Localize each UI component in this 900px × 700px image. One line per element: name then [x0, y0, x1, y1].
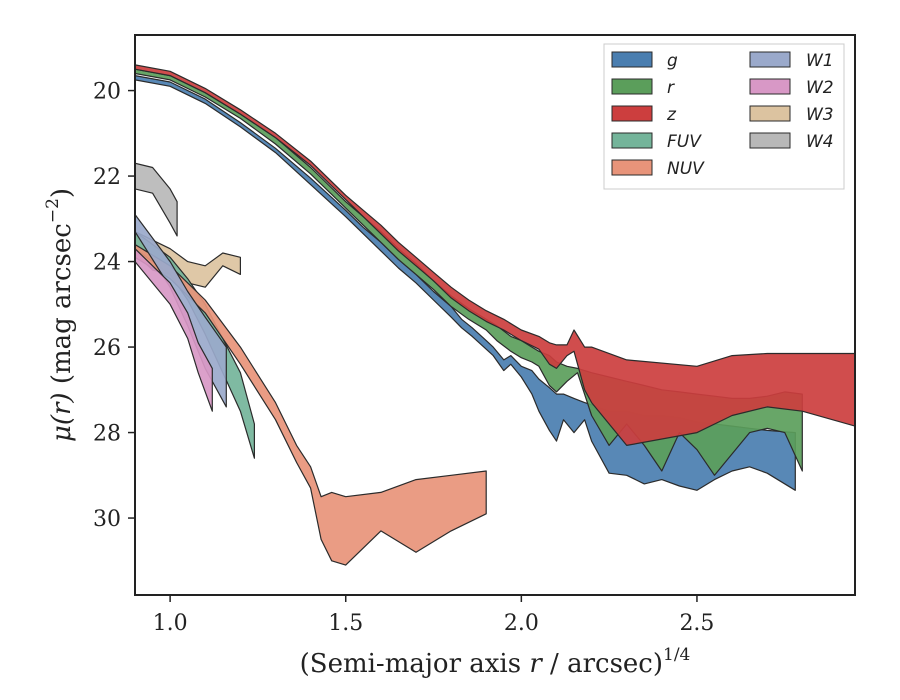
legend-swatch-z [611, 105, 653, 122]
band-z [135, 64, 855, 446]
x-axis-label-unit: / arcsec) [542, 649, 663, 679]
y-axis-label-var: μ(r) [47, 392, 77, 442]
x-axis: 1.0 1.5 2.0 2.5 [153, 595, 714, 636]
band-nuv [135, 243, 487, 566]
legend-swatch-w4 [749, 132, 791, 149]
legend-swatch-nuv [611, 159, 653, 176]
x-axis-label-main: (Semi-major axis [300, 649, 530, 679]
legend-swatch-g [611, 51, 653, 68]
x-tick-label: 1.5 [328, 611, 363, 636]
y-tick-label: 28 [93, 422, 121, 447]
legend-swatch-r [611, 78, 653, 95]
legend-swatch-w2 [749, 78, 791, 95]
x-tick-label: 1.0 [153, 611, 188, 636]
legend-label-w3: W3 [806, 105, 834, 125]
x-tick-label: 2.0 [504, 611, 539, 636]
band-w2 [135, 248, 213, 412]
y-axis-label-exponent: −2 [43, 198, 63, 223]
legend-label-nuv: NUV [667, 159, 705, 179]
legend-label-w1: W1 [806, 51, 834, 71]
y-tick-label: 26 [93, 336, 121, 361]
y-axis: 20 22 24 26 28 30 [93, 80, 135, 532]
legend-swatch-fuv [611, 132, 653, 149]
legend-label-w4: W4 [806, 132, 834, 152]
y-axis-label-close: ) [47, 188, 77, 198]
band-w4 [135, 162, 178, 237]
legend-swatch-w1 [749, 51, 791, 68]
x-tick-label: 2.5 [679, 611, 714, 636]
y-axis-label-main: (mag arcsec [47, 223, 77, 384]
legend-label-g: g [667, 51, 678, 71]
x-axis-label: (Semi-major axis r / arcsec)1/4 [300, 645, 691, 679]
y-tick-label: 24 [93, 251, 121, 276]
legend-label-w2: W2 [806, 78, 834, 98]
y-tick-label: 30 [93, 507, 121, 532]
y-tick-label: 20 [93, 80, 121, 105]
plot-frame [134, 34, 856, 596]
legend-swatch-w3 [749, 105, 791, 122]
y-tick-label: 22 [93, 165, 121, 190]
data-bands [135, 64, 855, 566]
legend-label-r: r [667, 78, 675, 98]
legend-label-fuv: FUV [667, 132, 702, 152]
x-axis-label-exponent: 1/4 [663, 645, 690, 665]
y-axis-label: μ(r) (mag arcsec−2) [43, 188, 77, 442]
legend: grz FUV NUV W1 W2 W3 W4 [603, 43, 845, 190]
x-axis-label-var: r [529, 649, 543, 679]
legend-label-z: z [666, 105, 677, 125]
